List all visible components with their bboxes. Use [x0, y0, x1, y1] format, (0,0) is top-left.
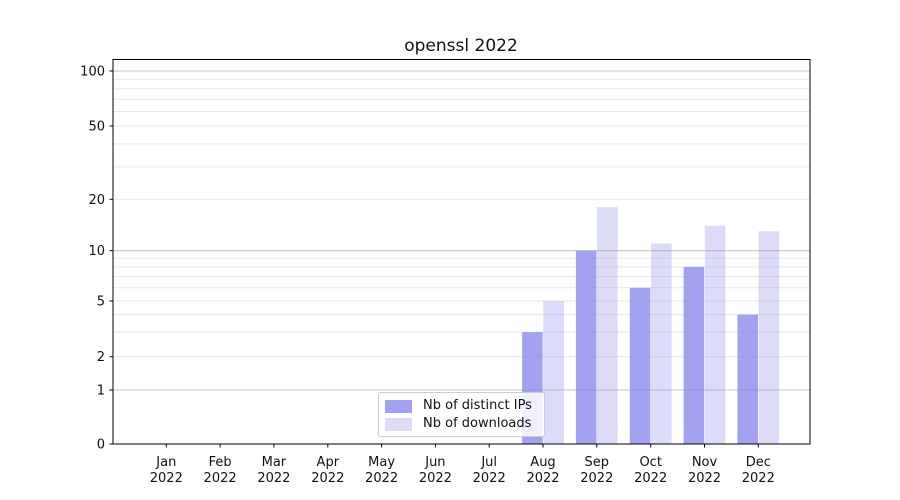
legend-swatch-downloads	[385, 417, 412, 431]
bar-distinct-ips	[737, 314, 758, 444]
x-tick-label-year: 2022	[742, 471, 775, 486]
bar-downloads	[758, 231, 780, 444]
bar-downloads	[597, 207, 618, 444]
chart-title: openssl 2022	[404, 36, 518, 56]
bar-downloads	[704, 225, 726, 444]
x-tick-label-year: 2022	[311, 471, 344, 486]
x-tick-label-month: Mar	[262, 455, 287, 470]
y-tick-label: 20	[88, 193, 105, 208]
x-tick-label-year: 2022	[257, 471, 290, 486]
y-tick-label: 5	[97, 295, 105, 310]
legend-swatch-distinct-ips	[385, 399, 412, 413]
x-tick-label-year: 2022	[473, 471, 506, 486]
y-tick-label: 10	[88, 244, 105, 259]
x-tick-label-month: Jul	[480, 455, 497, 470]
bar-distinct-ips	[575, 250, 597, 444]
y-tick-label: 2	[97, 350, 105, 365]
x-tick-label-year: 2022	[634, 471, 667, 486]
x-tick-label-year: 2022	[150, 471, 183, 486]
bar-distinct-ips	[629, 287, 651, 444]
legend-item-downloads: Nb of downloads	[385, 415, 536, 433]
x-tick-label-month: May	[368, 455, 395, 470]
bar-downloads	[543, 301, 564, 444]
x-tick-label-month: Sep	[585, 455, 610, 470]
legend: Nb of distinct IPs Nb of downloads	[378, 392, 545, 437]
bar-distinct-ips	[683, 266, 705, 444]
x-tick-label-month: Jun	[424, 455, 445, 470]
x-tick-label-month: Nov	[692, 455, 718, 470]
plot-frame	[112, 59, 811, 445]
y-tick-label: 0	[97, 438, 105, 453]
x-tick-label-month: Dec	[746, 455, 771, 470]
x-tick-label-year: 2022	[526, 471, 559, 486]
y-tick-label: 50	[88, 120, 105, 135]
bar-downloads	[651, 243, 672, 444]
x-tick-label-year: 2022	[580, 471, 613, 486]
x-tick-label-month: Oct	[639, 455, 661, 470]
x-tick-label-month: Aug	[530, 455, 555, 470]
x-tick-label-month: Jan	[155, 455, 176, 470]
x-tick-label-year: 2022	[365, 471, 398, 486]
y-tick-label: 100	[80, 65, 105, 80]
x-tick-label-year: 2022	[688, 471, 721, 486]
legend-label-distinct-ips: Nb of distinct IPs	[423, 398, 532, 413]
x-tick-label-month: Apr	[317, 455, 340, 470]
legend-label-downloads: Nb of downloads	[423, 416, 532, 431]
legend-item-distinct-ips: Nb of distinct IPs	[385, 397, 536, 415]
x-tick-label-year: 2022	[204, 471, 237, 486]
y-tick-label: 1	[97, 384, 105, 399]
x-tick-label-month: Feb	[209, 455, 232, 470]
x-tick-label-year: 2022	[419, 471, 452, 486]
